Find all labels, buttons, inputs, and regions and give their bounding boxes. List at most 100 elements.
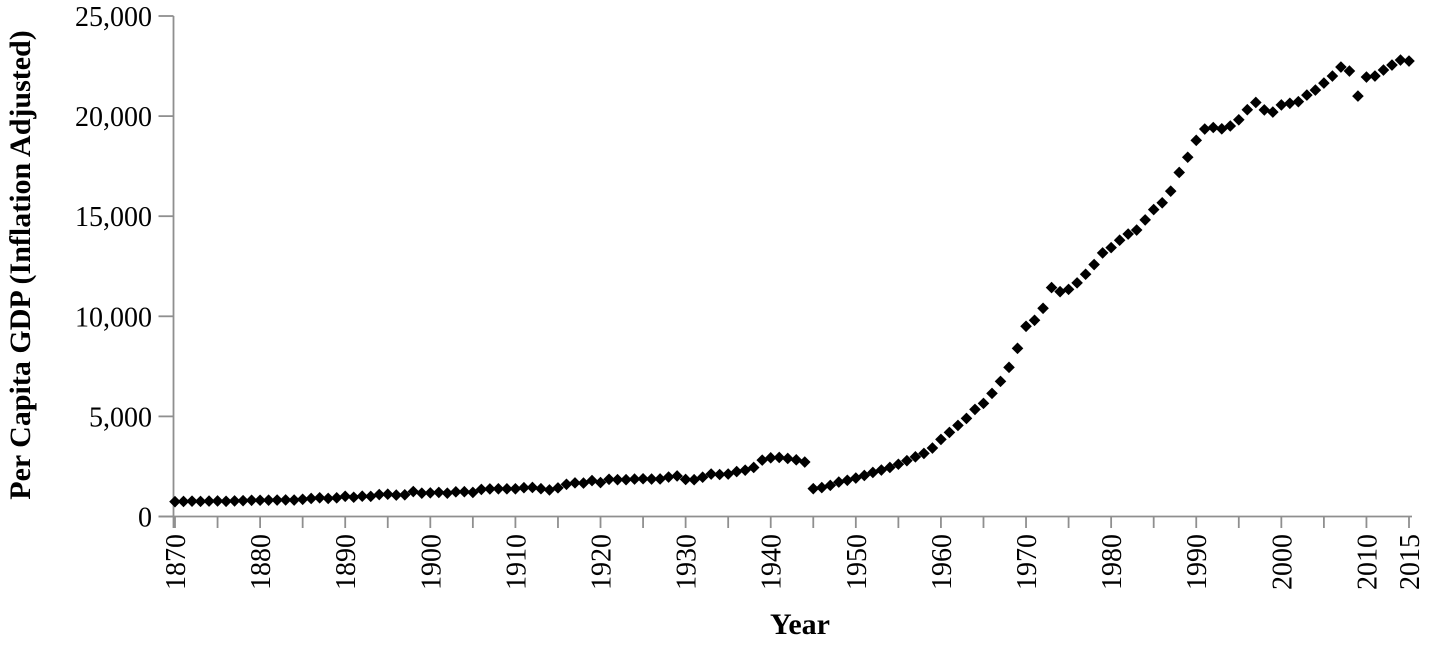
data-point [245, 494, 258, 507]
data-point [262, 494, 275, 506]
data-point [407, 485, 420, 498]
data-point [1071, 277, 1083, 289]
data-point [1360, 71, 1373, 83]
data-point [969, 403, 981, 416]
data-point [390, 489, 403, 501]
x-tick-label: 1900 [416, 534, 447, 590]
data-point [884, 461, 896, 474]
data-point [628, 473, 641, 485]
data-point [1156, 196, 1168, 209]
data-point [909, 451, 922, 463]
data-point [1079, 268, 1092, 281]
data-point [1267, 106, 1279, 118]
data-point [1113, 234, 1126, 247]
data-point [815, 481, 828, 494]
data-point [1207, 121, 1220, 134]
data-point [186, 495, 198, 507]
data-point [398, 488, 411, 501]
data-point [279, 494, 292, 506]
data-point [169, 495, 181, 508]
data-point [875, 464, 888, 476]
data-point [1139, 214, 1151, 226]
data-point [237, 494, 249, 507]
data-point [356, 490, 369, 503]
data-point [296, 493, 309, 506]
data-point [560, 478, 573, 491]
data-point [1292, 95, 1305, 108]
x-tick-label: 1980 [1097, 534, 1128, 590]
data-point [228, 495, 241, 507]
x-tick-label: 1920 [587, 534, 618, 590]
data-point [330, 492, 343, 504]
data-point [458, 485, 471, 498]
data-point [688, 473, 700, 486]
data-point [373, 488, 386, 501]
data-point [484, 483, 496, 495]
data-point [1258, 104, 1271, 116]
data-point [1326, 70, 1339, 82]
data-point [620, 473, 632, 486]
data-point [654, 473, 666, 485]
data-point [441, 487, 454, 499]
data-point [1335, 61, 1347, 73]
data-point [569, 477, 581, 489]
data-point [1181, 151, 1194, 164]
data-point [1190, 134, 1203, 147]
data-point [1224, 120, 1237, 132]
data-point [807, 482, 820, 495]
data-point [977, 397, 990, 410]
data-point [220, 495, 232, 508]
data-point [254, 494, 266, 507]
data-point [492, 482, 505, 495]
data-point [1020, 320, 1032, 333]
plot-layers: 0 5,000 10,000 15,000 20,000 25,000 1870 1880 18… [75, 2, 1426, 590]
data-point [526, 481, 539, 494]
x-tick-label: 1880 [246, 534, 277, 590]
data-point [1054, 285, 1066, 298]
data-point [1309, 84, 1322, 96]
data-point [773, 451, 786, 464]
data-point [1241, 103, 1254, 116]
y-tick-label: 10,000 [75, 302, 152, 333]
data-point [424, 487, 437, 499]
data-point [1045, 281, 1058, 294]
x-tick-label: 2015 [1395, 534, 1426, 590]
data-point [960, 412, 973, 425]
data-point [926, 442, 939, 454]
data-point [177, 495, 190, 508]
data-point [1284, 97, 1296, 110]
y-tick-label: 5,000 [89, 402, 152, 433]
data-point [381, 488, 394, 500]
data-point [1369, 70, 1381, 82]
data-point [364, 490, 377, 503]
x-tick-label: 1940 [757, 534, 788, 590]
data-point [764, 452, 777, 464]
x-tick-label: 1950 [842, 534, 873, 590]
data-point [705, 468, 717, 480]
data-point [501, 483, 513, 495]
data-point [1147, 203, 1160, 216]
data-point [1011, 342, 1024, 355]
data-point [1130, 224, 1143, 236]
data-point [1377, 64, 1390, 76]
data-point [671, 470, 683, 482]
x-tick-label: 1890 [331, 534, 362, 590]
data-point [475, 483, 488, 496]
data-point [722, 468, 734, 480]
data-point [1105, 241, 1117, 254]
x-tick-label: 2000 [1267, 534, 1298, 590]
data-point [339, 490, 352, 503]
data-point [1028, 314, 1041, 327]
y-axis-title: Per Capita GDP (Inflation Adjusted) [4, 30, 37, 499]
data-point [1088, 258, 1100, 271]
data-point [841, 474, 854, 487]
data-point [730, 465, 743, 478]
data-point [756, 454, 769, 466]
data-point [1096, 247, 1109, 259]
data-point [603, 473, 615, 486]
data-point [935, 433, 947, 446]
data-point [577, 477, 590, 489]
x-tick-label: 1960 [927, 534, 958, 590]
